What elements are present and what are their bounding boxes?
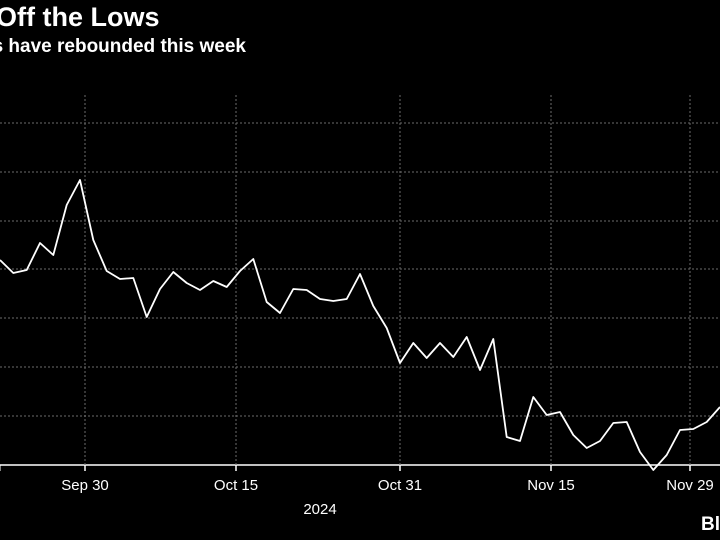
x-tick-label-0: Sep 30 [61, 477, 109, 494]
x-axis-ticks: Sep 30 Oct 15 Oct 31 Nov 15 Nov 29 [0, 465, 714, 494]
chart-title: g Off the Lows [0, 2, 160, 32]
chart-subtitle: ks have rebounded this week [0, 36, 246, 57]
x-tick-label-1: Oct 15 [214, 477, 258, 494]
x-tick-label-2: Oct 31 [378, 477, 422, 494]
vertical-gridlines [84, 95, 691, 465]
horizontal-gridlines [0, 122, 720, 466]
brand-logo-text: Bl [701, 514, 720, 535]
series-line [0, 179, 720, 471]
x-axis-year-label: 2024 [303, 501, 336, 518]
x-tick-label-3: Nov 15 [527, 477, 575, 494]
x-tick-label-4: Nov 29 [666, 477, 714, 494]
